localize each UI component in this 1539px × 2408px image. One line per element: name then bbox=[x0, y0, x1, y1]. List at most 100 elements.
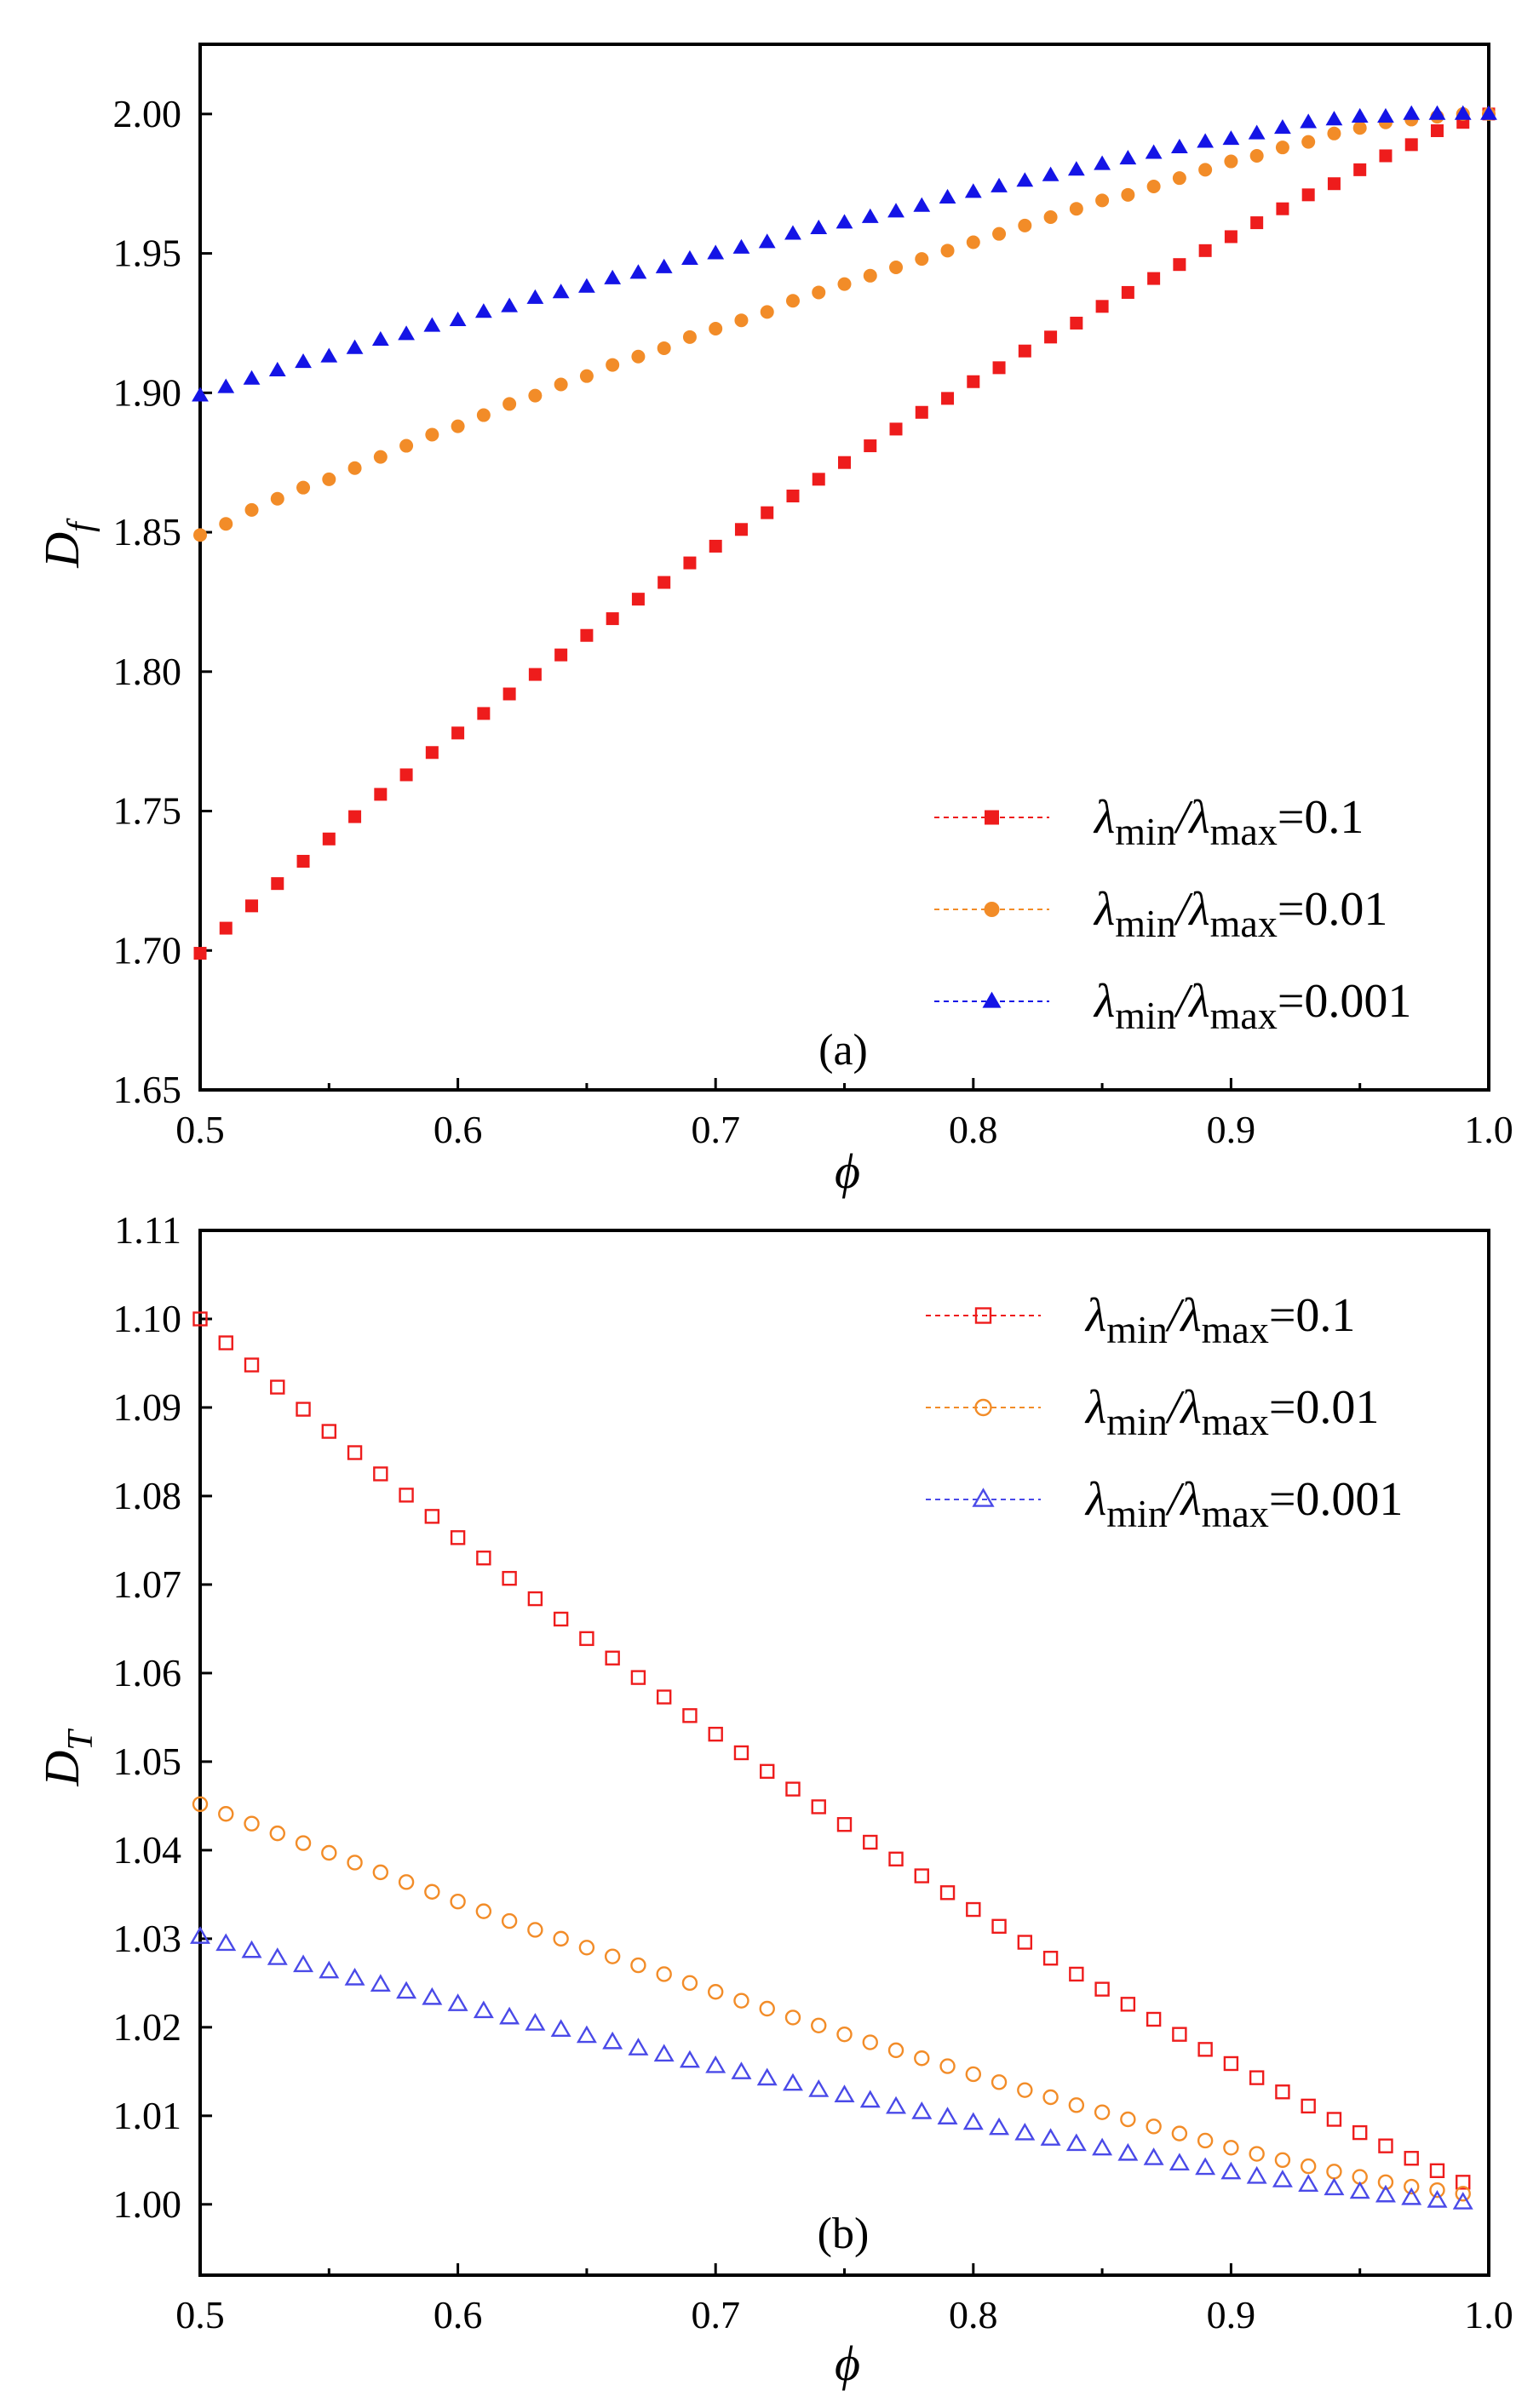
data-point bbox=[1044, 330, 1058, 344]
data-point bbox=[914, 1868, 929, 1883]
data-point bbox=[1404, 138, 1418, 152]
y-axis-title-base: D bbox=[34, 532, 89, 569]
data-point bbox=[1197, 2042, 1213, 2057]
y-axis-title-sub: T bbox=[61, 1729, 100, 1751]
y-tick-label: 1.65 bbox=[113, 1068, 182, 1111]
data-point bbox=[708, 1726, 723, 1742]
data-point bbox=[219, 517, 233, 531]
x-tick-label: 0.7 bbox=[691, 1108, 740, 1151]
data-point bbox=[887, 203, 904, 218]
data-point bbox=[554, 377, 568, 392]
data-point bbox=[449, 311, 467, 327]
data-point bbox=[859, 2090, 881, 2108]
data-point bbox=[812, 473, 825, 486]
series-square bbox=[193, 107, 1496, 960]
data-point bbox=[553, 1930, 569, 1947]
y-tick-label: 1.09 bbox=[113, 1385, 182, 1429]
data-point bbox=[424, 1509, 440, 1524]
data-point bbox=[346, 339, 364, 354]
data-point bbox=[1094, 2104, 1111, 2120]
data-point bbox=[550, 2019, 571, 2038]
data-point bbox=[1272, 2170, 1293, 2187]
data-point bbox=[1069, 1966, 1084, 1982]
data-point bbox=[1172, 2027, 1187, 2042]
data-point bbox=[1171, 2125, 1188, 2141]
data-point bbox=[709, 539, 722, 553]
data-point bbox=[1275, 140, 1289, 155]
data-point bbox=[1454, 105, 1472, 120]
data-point bbox=[1146, 2118, 1162, 2135]
data-point bbox=[992, 226, 1007, 241]
data-point bbox=[679, 2050, 700, 2068]
panel-label: (a) bbox=[818, 1026, 868, 1075]
series-triangle bbox=[190, 1926, 1473, 2210]
data-point bbox=[1274, 2152, 1291, 2169]
y-tick-label: 1.85 bbox=[113, 510, 182, 553]
y-tick-label: 1.11 bbox=[114, 1208, 181, 1252]
data-point bbox=[1197, 2132, 1214, 2149]
data-point bbox=[244, 1815, 260, 1832]
data-point bbox=[271, 877, 284, 891]
data-point bbox=[760, 305, 774, 319]
data-point bbox=[709, 322, 723, 336]
data-point bbox=[630, 1670, 646, 1685]
data-point bbox=[761, 506, 774, 519]
data-point bbox=[1300, 113, 1318, 129]
data-point bbox=[606, 358, 620, 372]
data-point bbox=[1121, 187, 1135, 202]
data-point bbox=[1352, 2124, 1368, 2141]
data-point bbox=[1377, 107, 1394, 123]
x-axis-title: ϕ bbox=[835, 2336, 860, 2391]
data-point bbox=[784, 225, 801, 240]
data-point bbox=[296, 854, 310, 868]
legend-entry: λmin/λmax=0.001 bbox=[926, 1473, 1403, 1535]
data-point bbox=[447, 1993, 468, 2011]
data-point bbox=[604, 1948, 621, 1964]
data-point bbox=[834, 2084, 855, 2102]
data-point bbox=[1379, 149, 1393, 163]
data-point bbox=[344, 1968, 365, 1986]
data-point bbox=[1173, 258, 1186, 272]
data-point bbox=[1327, 177, 1341, 191]
data-point bbox=[964, 183, 982, 198]
data-point bbox=[451, 726, 465, 740]
data-point bbox=[759, 2000, 775, 2017]
y-tick-label: 1.08 bbox=[113, 1474, 182, 1517]
data-point bbox=[218, 1806, 234, 1822]
data-point bbox=[578, 278, 595, 293]
data-point bbox=[1119, 150, 1137, 165]
data-point bbox=[422, 1987, 443, 2005]
data-point bbox=[193, 947, 207, 960]
legend-entry: λmin/λmax=0.1 bbox=[934, 791, 1364, 853]
y-tick-label: 1.70 bbox=[113, 928, 182, 972]
data-point bbox=[1274, 118, 1291, 135]
data-point bbox=[425, 746, 439, 760]
data-point bbox=[655, 258, 673, 273]
data-point bbox=[887, 2042, 904, 2059]
data-point bbox=[705, 2055, 726, 2073]
data-point bbox=[1404, 2151, 1419, 2166]
data-point bbox=[1352, 121, 1367, 135]
x-tick-label: 0.7 bbox=[691, 2293, 740, 2336]
data-point bbox=[991, 177, 1008, 192]
x-tick-label: 1.0 bbox=[1464, 2293, 1513, 2336]
data-point bbox=[734, 313, 749, 328]
data-point bbox=[215, 1933, 237, 1952]
y-tick-label: 1.04 bbox=[113, 1828, 182, 1872]
data-point bbox=[1480, 105, 1497, 120]
data-point bbox=[1095, 300, 1109, 313]
data-point bbox=[1377, 2174, 1394, 2191]
data-point bbox=[966, 1901, 981, 1918]
data-point bbox=[370, 1974, 391, 1992]
data-point bbox=[1378, 2138, 1393, 2153]
data-point bbox=[1428, 105, 1446, 120]
data-point bbox=[502, 1570, 517, 1586]
data-point bbox=[1014, 2122, 1036, 2141]
legend-entry: λmin/λmax=0.01 bbox=[934, 883, 1387, 945]
data-point bbox=[296, 480, 311, 495]
data-point bbox=[1300, 2158, 1317, 2175]
data-point bbox=[812, 285, 826, 300]
data-point bbox=[477, 707, 491, 720]
data-point bbox=[219, 921, 233, 935]
